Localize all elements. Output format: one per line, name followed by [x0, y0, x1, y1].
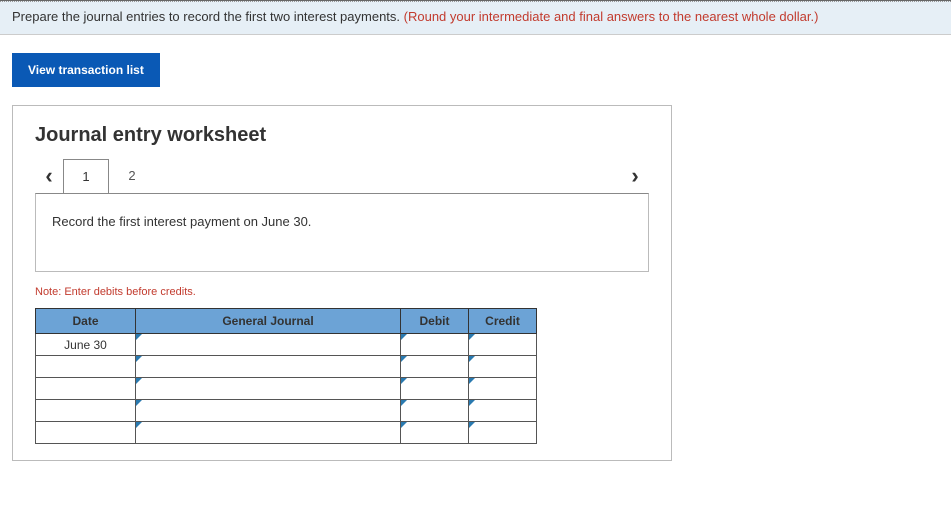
header-debit: Debit	[401, 309, 469, 334]
next-entry-chevron[interactable]: ›	[621, 163, 649, 189]
dropdown-icon	[136, 378, 142, 384]
journal-entry-worksheet: Journal entry worksheet ‹ 1 2 › Record t…	[12, 105, 672, 461]
prev-entry-chevron[interactable]: ‹	[35, 163, 63, 189]
dropdown-icon	[469, 400, 475, 406]
dropdown-icon	[401, 334, 407, 340]
table-row	[36, 356, 537, 378]
cell-general-journal[interactable]	[136, 334, 401, 356]
cell-debit[interactable]	[401, 422, 469, 444]
cell-debit[interactable]	[401, 334, 469, 356]
cell-general-journal[interactable]	[136, 422, 401, 444]
header-credit: Credit	[469, 309, 537, 334]
cell-credit[interactable]	[469, 334, 537, 356]
debits-before-credits-note: Note: Enter debits before credits.	[35, 286, 649, 298]
table-row	[36, 400, 537, 422]
dropdown-icon	[469, 334, 475, 340]
entry-instruction-text: Record the first interest payment on Jun…	[52, 214, 311, 229]
cell-general-journal[interactable]	[136, 356, 401, 378]
journal-entry-table: Date General Journal Debit Credit June 3…	[35, 308, 537, 444]
view-transaction-list-label: View transaction list	[28, 63, 144, 77]
dropdown-icon	[401, 378, 407, 384]
worksheet-tab-1[interactable]: 1	[63, 159, 109, 193]
table-row	[36, 422, 537, 444]
worksheet-tabs: ‹ 1 2 ›	[13, 159, 671, 193]
cell-date[interactable]	[36, 378, 136, 400]
journal-entry-tbody: June 30	[36, 334, 537, 444]
cell-date[interactable]: June 30	[36, 334, 136, 356]
cell-debit[interactable]	[401, 378, 469, 400]
table-row	[36, 378, 537, 400]
cell-general-journal[interactable]	[136, 378, 401, 400]
cell-credit[interactable]	[469, 356, 537, 378]
cell-credit[interactable]	[469, 400, 537, 422]
cell-credit[interactable]	[469, 422, 537, 444]
dropdown-icon	[401, 422, 407, 428]
worksheet-tab-2[interactable]: 2	[109, 159, 155, 193]
dropdown-icon	[469, 356, 475, 362]
dropdown-icon	[136, 422, 142, 428]
prompt-note-text: (Round your intermediate and final answe…	[404, 9, 819, 24]
dropdown-icon	[469, 422, 475, 428]
table-row: June 30	[36, 334, 537, 356]
cell-general-journal[interactable]	[136, 400, 401, 422]
cell-debit[interactable]	[401, 356, 469, 378]
dropdown-icon	[401, 356, 407, 362]
dropdown-icon	[401, 400, 407, 406]
cell-debit[interactable]	[401, 400, 469, 422]
dropdown-icon	[136, 334, 142, 340]
cell-date[interactable]	[36, 356, 136, 378]
entry-instruction: Record the first interest payment on Jun…	[35, 193, 649, 272]
view-transaction-list-button[interactable]: View transaction list	[12, 53, 160, 87]
cell-date[interactable]	[36, 400, 136, 422]
dropdown-icon	[136, 356, 142, 362]
header-general-journal: General Journal	[136, 309, 401, 334]
prompt-main-text: Prepare the journal entries to record th…	[12, 9, 404, 24]
header-date: Date	[36, 309, 136, 334]
dropdown-icon	[469, 378, 475, 384]
worksheet-title: Journal entry worksheet	[13, 106, 671, 159]
cell-date[interactable]	[36, 422, 136, 444]
question-prompt: Prepare the journal entries to record th…	[0, 0, 951, 35]
cell-credit[interactable]	[469, 378, 537, 400]
dropdown-icon	[136, 400, 142, 406]
